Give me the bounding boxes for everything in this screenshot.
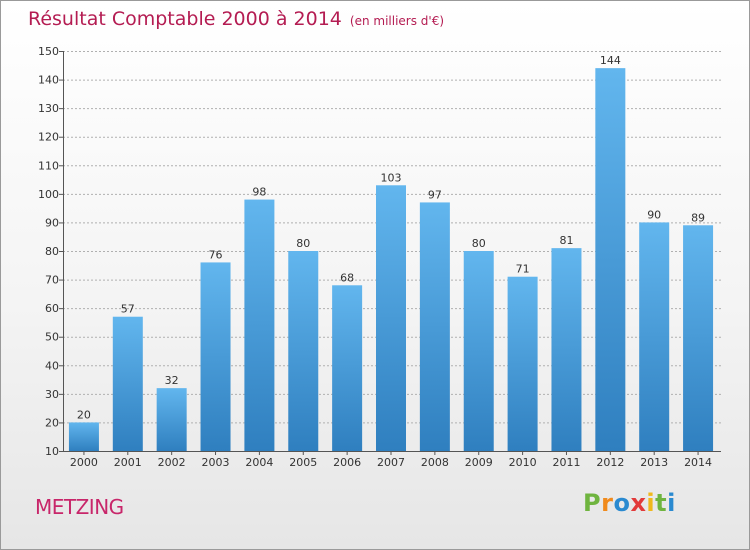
chart-title: Résultat Comptable 2000 à 2014 — [28, 8, 342, 30]
logo-letter: x — [630, 489, 647, 517]
x-tick-label: 2002 — [158, 456, 186, 469]
bar — [288, 251, 319, 451]
y-tick-label: 10 — [45, 445, 59, 458]
bar-value-label: 90 — [647, 208, 661, 221]
logo-letter: P — [583, 489, 602, 517]
bar — [68, 422, 99, 451]
x-tick-label: 2005 — [289, 456, 317, 469]
x-tick-label: 2012 — [596, 456, 624, 469]
bar — [156, 388, 187, 451]
bar — [639, 222, 670, 451]
bar — [200, 262, 231, 451]
x-tick-label: 2004 — [245, 456, 273, 469]
x-tick-label: 2009 — [465, 456, 493, 469]
bar — [595, 68, 626, 452]
x-tick-label: 2010 — [509, 456, 537, 469]
logo-letter: t — [655, 489, 668, 517]
axes: 10 20 30 40 50 60 70 80 90 100 110 120 130 140 150 2000… — [38, 45, 721, 469]
x-tick-label: 2008 — [421, 456, 449, 469]
x-tick-label: 2007 — [377, 456, 405, 469]
bar — [419, 202, 450, 451]
bar — [551, 248, 582, 451]
bar — [244, 199, 275, 451]
proxiti-logo[interactable]: Proxiti — [583, 489, 676, 517]
bar-value-label: 144 — [600, 54, 621, 67]
y-tick-label: 60 — [45, 302, 59, 315]
y-tick-label: 100 — [38, 188, 59, 201]
bar — [112, 316, 143, 451]
bar-value-label: 80 — [296, 237, 310, 250]
x-tick-label: 2000 — [70, 456, 98, 469]
bar — [683, 225, 714, 451]
bar-value-label: 80 — [472, 237, 486, 250]
y-tick-label: 130 — [38, 102, 59, 115]
x-tick-label: 2006 — [333, 456, 361, 469]
logo-letter: o — [613, 489, 631, 517]
chart-title-block: Résultat Comptable 2000 à 2014 (en millie… — [28, 8, 444, 30]
y-tick-label: 70 — [45, 274, 59, 287]
bar-value-label: 97 — [428, 188, 442, 201]
bar-value-label: 81 — [559, 234, 573, 247]
y-tick-label: 80 — [45, 245, 59, 258]
x-tick-label: 2013 — [640, 456, 668, 469]
logo-letter: r — [601, 489, 614, 517]
y-tick-label: 40 — [45, 359, 59, 372]
y-tick-label: 90 — [45, 216, 59, 229]
data-labels: 20 57 32 76 98 80 68 103 97 80 71 81 144 90 89 — [77, 54, 705, 421]
x-tick-label: 2003 — [202, 456, 230, 469]
bar-value-label: 68 — [340, 271, 354, 284]
bar-value-label: 76 — [209, 248, 223, 261]
bar-value-label: 20 — [77, 408, 91, 421]
x-tick-label: 2014 — [684, 456, 712, 469]
y-tick-label: 50 — [45, 331, 59, 344]
bar — [332, 285, 363, 451]
bar-value-label: 57 — [121, 303, 135, 316]
town-name: METZING — [35, 495, 124, 519]
bar-value-label: 71 — [516, 263, 530, 276]
bar — [463, 251, 494, 451]
logo-letter: i — [667, 489, 676, 517]
bars — [68, 68, 714, 452]
y-tick-label: 110 — [38, 159, 59, 172]
y-tick-label: 30 — [45, 388, 59, 401]
bar-value-label: 32 — [165, 374, 179, 387]
y-tick-label: 120 — [38, 131, 59, 144]
bar — [376, 185, 406, 452]
y-tick-label: 140 — [38, 74, 59, 87]
bar-value-label: 103 — [381, 171, 402, 184]
bar-value-label: 89 — [691, 211, 705, 224]
x-tick-label: 2011 — [552, 456, 580, 469]
bar — [507, 276, 538, 451]
y-tick-label: 150 — [38, 45, 59, 58]
y-tick-label: 20 — [45, 416, 59, 429]
logo-letter: i — [646, 489, 656, 517]
bar-value-label: 98 — [252, 186, 266, 199]
x-tick-label: 2001 — [114, 456, 142, 469]
chart-unit: (en milliers d'€) — [349, 14, 445, 28]
